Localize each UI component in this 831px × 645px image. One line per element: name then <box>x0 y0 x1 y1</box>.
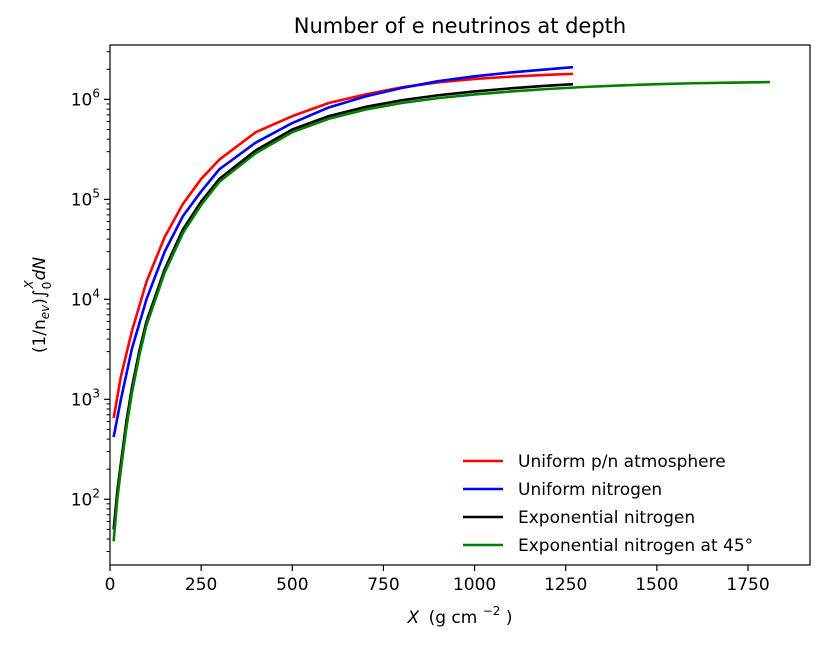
x-axis-label-exp: −2 <box>483 604 501 618</box>
plot-frame <box>109 44 811 566</box>
x-tick-label: 0 <box>105 575 116 595</box>
y-tick-label: 106 <box>71 86 100 110</box>
y-tick-label: 103 <box>71 386 100 410</box>
y-axis-label-prefix: (1/n <box>30 319 50 353</box>
y-axis-ticks: 102 103 104 105 106 <box>71 51 110 553</box>
y-tick-label: 105 <box>71 186 100 210</box>
series-line-uniform-p-n-atmosphere <box>112 72 574 419</box>
legend-label-exponential-nitrogen: Exponential nitrogen <box>518 508 695 528</box>
x-tick-label: 1250 <box>544 575 587 595</box>
legend: Uniform p/n atmosphere Uniform nitrogen Ex… <box>463 452 753 556</box>
legend-label-exponential-nitrogen-at-45: Exponential nitrogen at 45° <box>518 536 753 556</box>
x-tick-label: 1750 <box>726 575 769 595</box>
x-tick-label: 250 <box>185 575 217 595</box>
chart-title: Number of e neutrinos at depth <box>294 14 626 38</box>
y-tick-label: 104 <box>71 286 100 310</box>
x-tick-label: 1000 <box>453 575 496 595</box>
y-axis-label: (1/nev)∫0XdN <box>22 257 54 354</box>
y-axis-label-upper: X <box>22 280 36 290</box>
x-tick-label: 750 <box>367 575 399 595</box>
legend-label-uniform-nitrogen: Uniform nitrogen <box>518 480 662 500</box>
x-axis-label-close: ) <box>506 608 513 628</box>
series-line-exponential-nitrogen-at-45 <box>112 80 770 542</box>
x-axis-label-var: X <box>407 608 420 628</box>
x-axis-label: X (g cm −2 ) <box>407 600 513 628</box>
x-axis-label-unit: (g cm <box>429 608 478 628</box>
y-axis-label-suffix: dN <box>30 257 50 281</box>
x-axis-ticks: 0 250 500 750 1000 1250 1500 1750 <box>105 565 770 595</box>
x-tick-label: 500 <box>276 575 308 595</box>
x-tick-label: 1500 <box>635 575 678 595</box>
svg-text:(1/nev)∫0XdN: (1/nev)∫0XdN <box>22 257 54 354</box>
series-line-exponential-nitrogen <box>112 82 574 530</box>
legend-label-uniform-p-n-atmosphere: Uniform p/n atmosphere <box>518 452 726 472</box>
y-axis-label-lower: 0 <box>40 282 54 290</box>
y-tick-label: 102 <box>71 486 100 510</box>
y-axis-label-sub: ev <box>38 304 52 319</box>
plot-lines <box>112 65 770 542</box>
y-axis-label-mid: )∫ <box>30 289 50 305</box>
series-line-uniform-nitrogen <box>112 65 574 438</box>
